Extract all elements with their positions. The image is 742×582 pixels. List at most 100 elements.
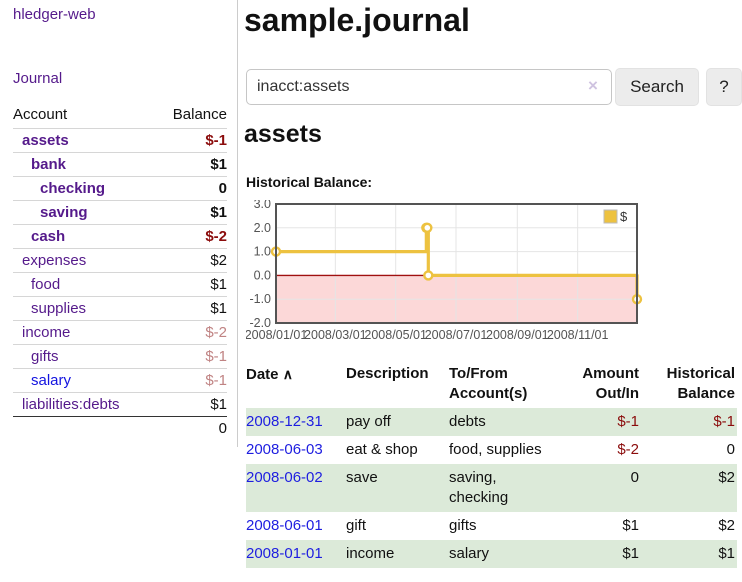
account-row-cash: cash $-2: [13, 224, 227, 249]
register-row: 2008-06-02 save saving, checking 0 $2: [246, 464, 737, 512]
account-link-saving[interactable]: saving: [40, 204, 88, 221]
account-link-checking[interactable]: checking: [40, 180, 106, 197]
search-input[interactable]: [246, 69, 612, 105]
account-link-expenses[interactable]: expenses: [22, 252, 87, 269]
account-row-checking: checking 0: [13, 176, 227, 201]
description-column-header: Description: [346, 365, 429, 382]
sort-ascending-icon: ∧: [282, 366, 293, 382]
transaction-accounts: debts: [449, 413, 486, 430]
y-axis-label: 3.0: [254, 200, 271, 211]
accounts-table: Account Balance assets $-1 bank $1 check…: [13, 103, 227, 440]
accounts-total-value: 0: [218, 420, 227, 437]
account-balance: $-1: [205, 372, 227, 389]
x-axis-label: 2008/01/01: [246, 328, 307, 342]
account-balance: $-1: [205, 348, 227, 365]
y-axis-label: 0.0: [254, 268, 271, 282]
register-header-row: Date ∧ Description To/From Account(s) Am…: [246, 362, 737, 408]
account-row-food: food $1: [13, 272, 227, 297]
transaction-date-link[interactable]: 2008-06-03: [246, 441, 323, 458]
accounts-table-header: Account Balance: [13, 103, 227, 129]
page-title: sample.journal: [244, 2, 470, 38]
legend-label: $: [620, 209, 628, 224]
transaction-accounts: food, supplies: [449, 441, 542, 458]
account-link-gifts[interactable]: gifts: [31, 348, 59, 365]
account-row-salary: salary $-1: [13, 368, 227, 393]
transaction-date-link[interactable]: 2008-12-31: [246, 413, 323, 430]
account-row-expenses: expenses $2: [13, 248, 227, 273]
account-row-supplies: supplies $1: [13, 296, 227, 321]
account-row-income: income $-2: [13, 320, 227, 345]
account-row-gifts: gifts $-1: [13, 344, 227, 369]
transaction-balance: $1: [718, 545, 735, 562]
account-balance: $1: [210, 276, 227, 293]
account-balance: $-2: [205, 324, 227, 341]
chart-title: Historical Balance:: [246, 174, 373, 190]
transaction-description: eat & shop: [346, 441, 418, 458]
account-link-supplies[interactable]: supplies: [31, 300, 87, 317]
x-axis-label: 2008/11/01: [547, 328, 609, 342]
x-axis-label: 2008/09/01: [486, 328, 549, 342]
account-balance: $1: [210, 204, 227, 221]
account-balance: $1: [210, 300, 227, 317]
account-column-header: Account: [13, 106, 68, 123]
transaction-balance: $2: [718, 517, 735, 534]
sidebar-item-journal[interactable]: Journal: [13, 70, 63, 87]
account-link-income[interactable]: income: [22, 324, 71, 341]
y-axis-label: 2.0: [254, 221, 271, 235]
transaction-accounts: saving, checking: [449, 469, 509, 506]
accounts-total-row: 0: [13, 416, 227, 441]
account-balance: 0: [218, 180, 227, 197]
account-balance: $-1: [205, 132, 227, 149]
account-link-bank[interactable]: bank: [31, 156, 67, 173]
app-title-link[interactable]: hledger-web: [13, 6, 96, 23]
transaction-description: income: [346, 545, 395, 562]
transaction-description: save: [346, 469, 378, 486]
plot-border: [275, 203, 638, 324]
transaction-amount: $1: [622, 545, 639, 562]
transaction-amount: $1: [622, 517, 639, 534]
transaction-balance: $2: [718, 469, 735, 486]
legend-swatch-icon: [603, 209, 618, 224]
account-row-assets: assets $-1: [13, 128, 227, 153]
x-axis-label: 2008/07/01: [425, 328, 488, 342]
account-link-food[interactable]: food: [31, 276, 61, 293]
account-link-liabilities-debts[interactable]: liabilities:debts: [22, 396, 120, 413]
account-row-bank: bank $1: [13, 152, 227, 177]
amount-column-header: Amount Out/In: [582, 365, 639, 402]
transaction-balance: 0: [726, 441, 735, 458]
account-row-saving: saving $1: [13, 200, 227, 225]
account-balance: $1: [210, 396, 227, 413]
transaction-balance: $-1: [713, 413, 735, 430]
account-heading: assets: [244, 120, 322, 148]
transaction-date-link[interactable]: 2008-06-01: [246, 517, 323, 534]
y-axis-label: 1.0: [254, 245, 271, 259]
transaction-accounts: gifts: [449, 517, 477, 534]
balance-column-header: Historical Balance: [666, 365, 735, 402]
y-axis-label: -2.0: [249, 316, 271, 330]
clear-search-icon[interactable]: ×: [588, 76, 598, 95]
transaction-description: gift: [346, 517, 367, 534]
transaction-description: pay off: [346, 413, 391, 430]
balance-chart: $3.0 2.0 1.0 0.0 -1.0 -2.0 2008/01/01 2008/03/0…: [245, 197, 646, 350]
account-balance: $2: [210, 252, 227, 269]
register-table: Date ∧ Description To/From Account(s) Am…: [246, 362, 737, 568]
accounts-column-header: To/From Account(s): [449, 365, 528, 402]
transaction-amount: $-2: [617, 441, 639, 458]
transaction-date-link[interactable]: 2008-01-01: [246, 545, 323, 562]
register-row: 2008-01-01 income salary $1 $1: [246, 540, 737, 568]
account-row-liabilities-debts: liabilities:debts $1: [13, 392, 227, 417]
x-axis-label: 2008/03/01: [304, 328, 367, 342]
transaction-date-link[interactable]: 2008-06-02: [246, 469, 323, 486]
date-column-header[interactable]: Date ∧: [246, 366, 293, 383]
x-axis-label: 2008/05/01: [364, 328, 427, 342]
data-point-marker: [423, 270, 434, 281]
data-point-marker: [422, 222, 433, 233]
account-link-assets[interactable]: assets: [22, 132, 69, 149]
balance-column-header: Balance: [172, 106, 227, 123]
help-button[interactable]: ?: [706, 68, 742, 106]
account-link-cash[interactable]: cash: [31, 228, 66, 245]
register-row: 2008-06-03 eat & shop food, supplies $-2…: [246, 436, 737, 464]
account-link-salary[interactable]: salary: [31, 372, 72, 389]
account-balance: $1: [210, 156, 227, 173]
search-button[interactable]: Search: [615, 68, 699, 106]
